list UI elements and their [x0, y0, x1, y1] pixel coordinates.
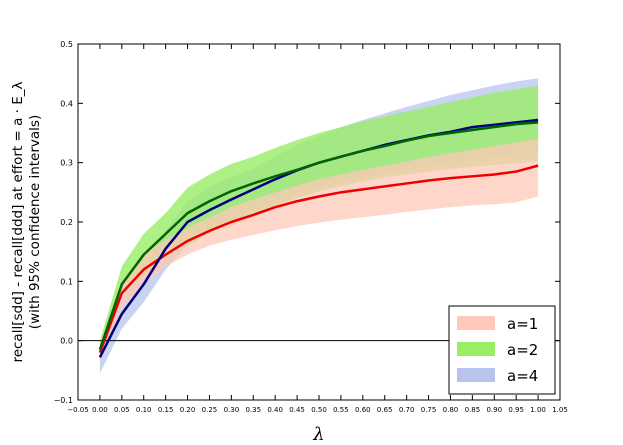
- legend: a=1 a=2 a=4: [448, 305, 556, 395]
- x-tick-label: −0.05: [67, 406, 88, 414]
- x-tick-label: 0.20: [180, 406, 196, 414]
- x-tick-label: 1.05: [552, 406, 568, 414]
- x-tick-label: 0.40: [267, 406, 283, 414]
- x-axis-label: λ: [312, 424, 324, 445]
- x-tick-label: 0.50: [311, 406, 327, 414]
- x-tick-label: 0.45: [289, 406, 305, 414]
- y-tick-label: 0.5: [60, 40, 73, 49]
- y-tick-label: 0.2: [60, 218, 73, 227]
- confidence-bands: [99, 78, 539, 374]
- x-axis-ticks: −0.05 0.00 0.05 0.10 0.15 0.20 0.25 0.30 0.35 0.4…: [67, 44, 568, 414]
- legend-label: a=2: [507, 341, 538, 359]
- band-a-1: [99, 138, 539, 362]
- y-axis-label-line: recall[sdd] - recall[ddd] at effort = a …: [10, 81, 26, 362]
- x-tick-label: 0.10: [136, 406, 152, 414]
- x-tick-label: 1.00: [530, 406, 546, 414]
- x-tick-label: 0.95: [508, 406, 524, 414]
- legend-swatch: [457, 342, 495, 356]
- x-tick-label: 0.15: [158, 406, 174, 414]
- y-axis-label: recall[sdd] - recall[ddd] at effort = a …: [10, 81, 43, 362]
- line-a-1: [98, 164, 539, 353]
- y-tick-label: 0.0: [60, 337, 73, 346]
- x-tick-label: 0.55: [333, 406, 349, 414]
- x-tick-label: 0.80: [443, 406, 459, 414]
- x-tick-label: 0.85: [465, 406, 481, 414]
- legend-label: a=4: [507, 367, 538, 385]
- x-tick-label: 0.35: [245, 406, 261, 414]
- y-tick-label: 0.4: [60, 99, 73, 108]
- x-tick-label: 0.70: [399, 406, 415, 414]
- legend-swatch: [457, 368, 495, 382]
- legend-swatch: [457, 316, 495, 330]
- x-tick-label: 0.60: [355, 406, 371, 414]
- series-lines: [98, 118, 539, 358]
- y-axis-ticks: −0.1 0.0 0.1 0.2 0.3 0.4 0.5: [54, 40, 560, 405]
- legend-label: a=1: [507, 315, 538, 333]
- line-a-2: [98, 121, 539, 350]
- x-tick-label: 0.75: [421, 406, 437, 414]
- x-tick-label: 0.90: [486, 406, 502, 414]
- x-tick-label: 0.25: [202, 406, 218, 414]
- y-tick-label: −0.1: [54, 396, 73, 405]
- y-axis-label-line: (with 95% confidence intervals): [27, 115, 43, 329]
- x-tick-label: 0.05: [114, 406, 130, 414]
- x-tick-label: 0.00: [92, 406, 108, 414]
- y-tick-label: 0.3: [60, 159, 73, 168]
- x-tick-label: 0.65: [377, 406, 393, 414]
- x-tick-label: 0.30: [224, 406, 240, 414]
- band-a-2: [99, 85, 539, 359]
- y-tick-label: 0.1: [60, 277, 73, 286]
